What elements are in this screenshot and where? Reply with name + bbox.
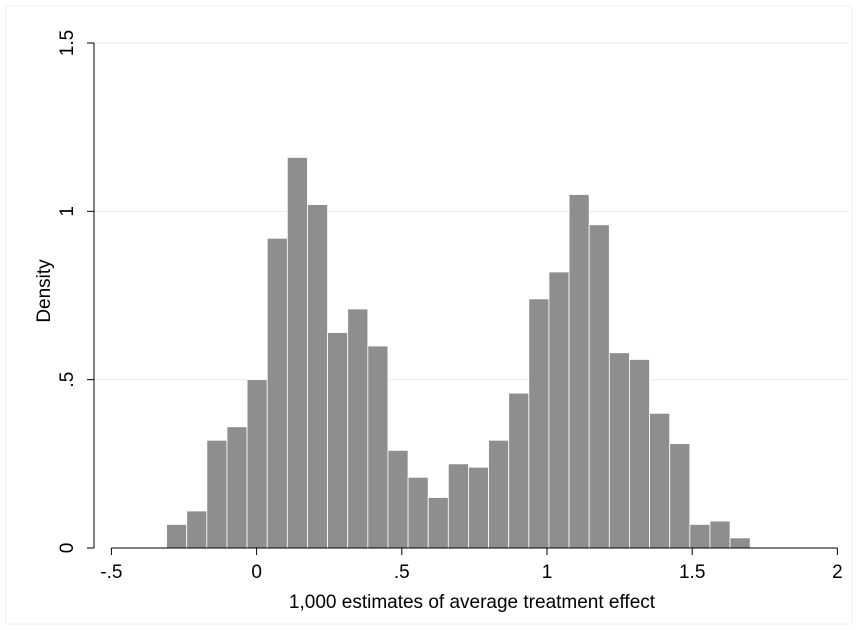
histogram-bar [649, 412, 671, 549]
x-tick-label: -.5 [100, 562, 122, 583]
histogram-bar [608, 352, 630, 549]
axes [87, 42, 838, 555]
histogram-bar [669, 443, 691, 549]
histogram-bar [367, 345, 389, 549]
histogram-bar [528, 298, 550, 549]
histogram-bar [488, 439, 510, 549]
histogram-bar [327, 332, 349, 549]
y-axis-title: Density [34, 259, 55, 323]
x-tick-label: 1.5 [679, 562, 705, 583]
histogram-bar [427, 497, 449, 549]
histogram-bar [266, 237, 288, 549]
plot-region-frame [5, 5, 853, 625]
y-tick-label: 0 [57, 543, 78, 554]
histogram-bar [689, 524, 711, 549]
y-tick-label: 1.5 [57, 30, 78, 56]
histogram-bar [468, 466, 489, 549]
histogram-bar [709, 520, 731, 549]
histogram-bar [166, 524, 188, 549]
histogram-bar [407, 476, 429, 549]
x-tick-label: 2 [832, 562, 843, 583]
histogram-bar [629, 359, 650, 549]
histogram-bar [387, 449, 409, 549]
histogram-bar [548, 271, 570, 549]
histogram-bar [307, 204, 328, 549]
histogram-bar [286, 157, 308, 549]
grid-lines [94, 42, 849, 381]
histogram-bar [347, 308, 369, 549]
x-axis-title: 1,000 estimates of average treatment eff… [289, 592, 656, 613]
histogram-bar [568, 194, 590, 549]
x-tick-label: .5 [394, 562, 410, 583]
histogram-bars [166, 157, 751, 549]
x-tick-label: 0 [251, 562, 262, 583]
histogram-bar [588, 224, 610, 549]
histogram-bar [729, 537, 751, 549]
histogram-bar [447, 463, 469, 549]
histogram-bar [186, 510, 208, 549]
histogram-bar [226, 426, 248, 549]
x-tick-label: 1 [542, 562, 553, 583]
histogram-bar [206, 439, 228, 549]
histogram-bar [508, 392, 530, 549]
histogram-bar [246, 379, 268, 549]
y-tick-label: 1 [57, 206, 78, 217]
y-tick-label: .5 [57, 372, 78, 388]
tick-labels: -.5 0 .5 1 1.5 2 0 .5 1 1.5 [57, 30, 843, 583]
